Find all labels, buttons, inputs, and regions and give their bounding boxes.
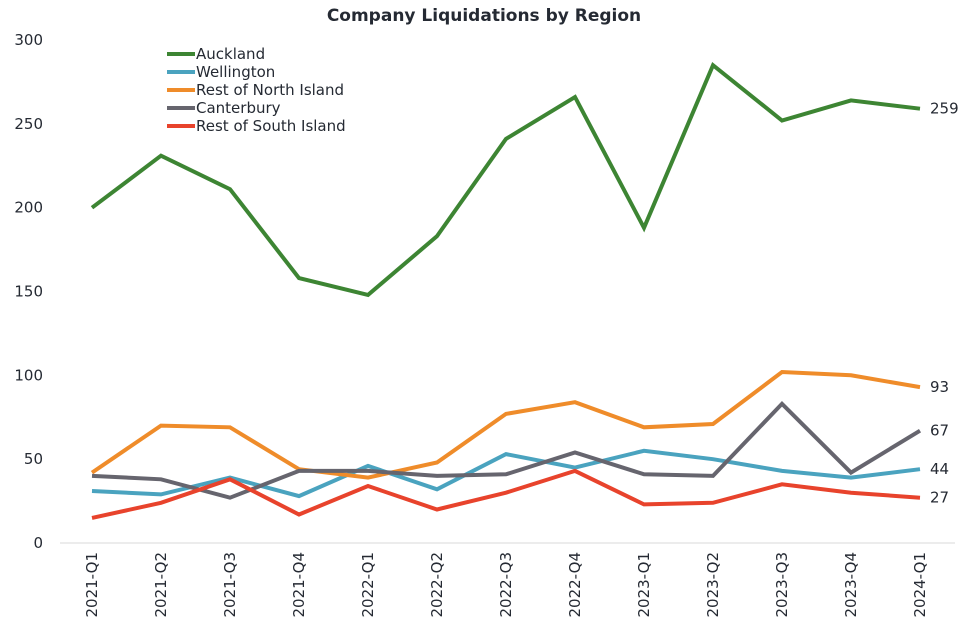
legend-label: Auckland <box>196 45 265 63</box>
series-line-rest-of-south-island <box>91 468 921 520</box>
y-tick-label: 250 <box>14 115 43 133</box>
legend-item-auckland: Auckland <box>167 45 265 63</box>
legend-label: Canterbury <box>196 99 281 117</box>
x-tick-label: 2022-Q3 <box>497 552 515 618</box>
legend-item-rest-of-south-island: Rest of South Island <box>167 117 346 135</box>
legend-label: Rest of North Island <box>196 81 344 99</box>
x-tick-label: 2021-Q2 <box>152 552 170 618</box>
end-labels: 259 44 93 67 27 <box>930 100 959 507</box>
chart-title: Company Liquidations by Region <box>327 6 641 26</box>
series-lines <box>90 61 922 520</box>
x-tick-label: 2021-Q1 <box>83 552 101 618</box>
x-tick-label: 2023-Q1 <box>635 552 653 618</box>
y-tick-label: 0 <box>33 534 43 552</box>
y-tick-label: 150 <box>14 283 43 301</box>
y-axis: 0 50 100 150 200 250 300 <box>14 31 43 552</box>
x-tick-label: 2021-Q3 <box>221 552 239 618</box>
legend-item-wellington: Wellington <box>167 63 275 81</box>
end-label-auckland: 259 <box>930 100 959 118</box>
x-axis: 2021-Q1 2021-Q2 2021-Q3 2021-Q4 2022-Q1 2022-… <box>83 552 929 618</box>
y-tick-label: 50 <box>24 450 43 468</box>
series-line-canterbury <box>91 400 922 500</box>
end-label-canterbury: 67 <box>930 422 949 440</box>
y-tick-label: 100 <box>14 366 43 384</box>
x-tick-label: 2022-Q1 <box>359 552 377 618</box>
x-tick-label: 2023-Q3 <box>773 552 791 618</box>
x-tick-label: 2022-Q4 <box>566 552 584 618</box>
end-label-wellington: 44 <box>930 460 949 478</box>
end-label-rest-of-north-island: 93 <box>930 378 949 396</box>
y-tick-label: 200 <box>14 199 43 217</box>
legend-label: Rest of South Island <box>196 117 346 135</box>
x-tick-label: 2023-Q2 <box>704 552 722 618</box>
x-tick-label: 2021-Q4 <box>290 552 308 618</box>
x-tick-label: 2022-Q2 <box>428 552 446 618</box>
series-line-auckland <box>90 61 921 298</box>
x-tick-label: 2023-Q4 <box>842 552 860 618</box>
x-tick-label: 2024-Q1 <box>911 552 929 618</box>
series-line-rest-of-north-island <box>90 369 921 480</box>
legend-item-canterbury: Canterbury <box>167 99 281 117</box>
legend-label: Wellington <box>196 63 275 81</box>
end-label-rest-of-south-island: 27 <box>930 489 949 507</box>
y-tick-label: 300 <box>14 31 43 49</box>
legend-item-rest-of-north-island: Rest of North Island <box>167 81 344 99</box>
